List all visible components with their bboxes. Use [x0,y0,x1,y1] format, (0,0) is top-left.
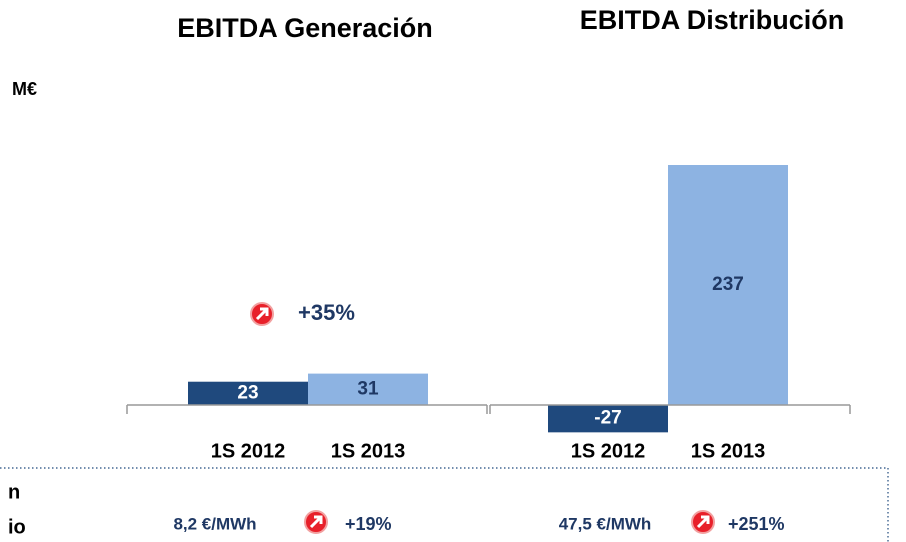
change-annotation: +35% [298,300,355,325]
x-tick-label: 1S 2012 [571,440,646,462]
icon-arrow [255,307,269,321]
footer-value: 47,5 €/MWh [559,514,652,533]
unit-label: M€ [12,79,37,99]
up-arrow-icon [691,510,715,534]
bar [188,381,308,405]
value-label: 23 [237,382,258,403]
value-label: -27 [594,408,621,429]
x-tick-label: 1S 2013 [691,440,766,462]
x-tick-label: 1S 2013 [331,440,406,462]
chart-title: EBITDA Generación [177,13,433,43]
bar [668,165,788,405]
chart-title: EBITDA Distribución [580,5,845,35]
icon-arrow [309,515,323,529]
footer-change: +251% [728,514,785,534]
footer-left-text: n [8,481,20,503]
bar [548,405,668,433]
value-label: 237 [712,274,744,295]
up-arrow-icon [304,510,328,534]
value-label: 31 [357,378,379,399]
up-arrow-icon [250,302,274,326]
icon-arrow [696,515,710,529]
footer-box [0,467,889,542]
bar [308,373,428,405]
footer-left-text: io [8,516,26,538]
x-tick-label: 1S 2012 [211,440,286,462]
footer-value: 8,2 €/MWh [173,514,256,533]
footer-change: +19% [345,514,392,534]
